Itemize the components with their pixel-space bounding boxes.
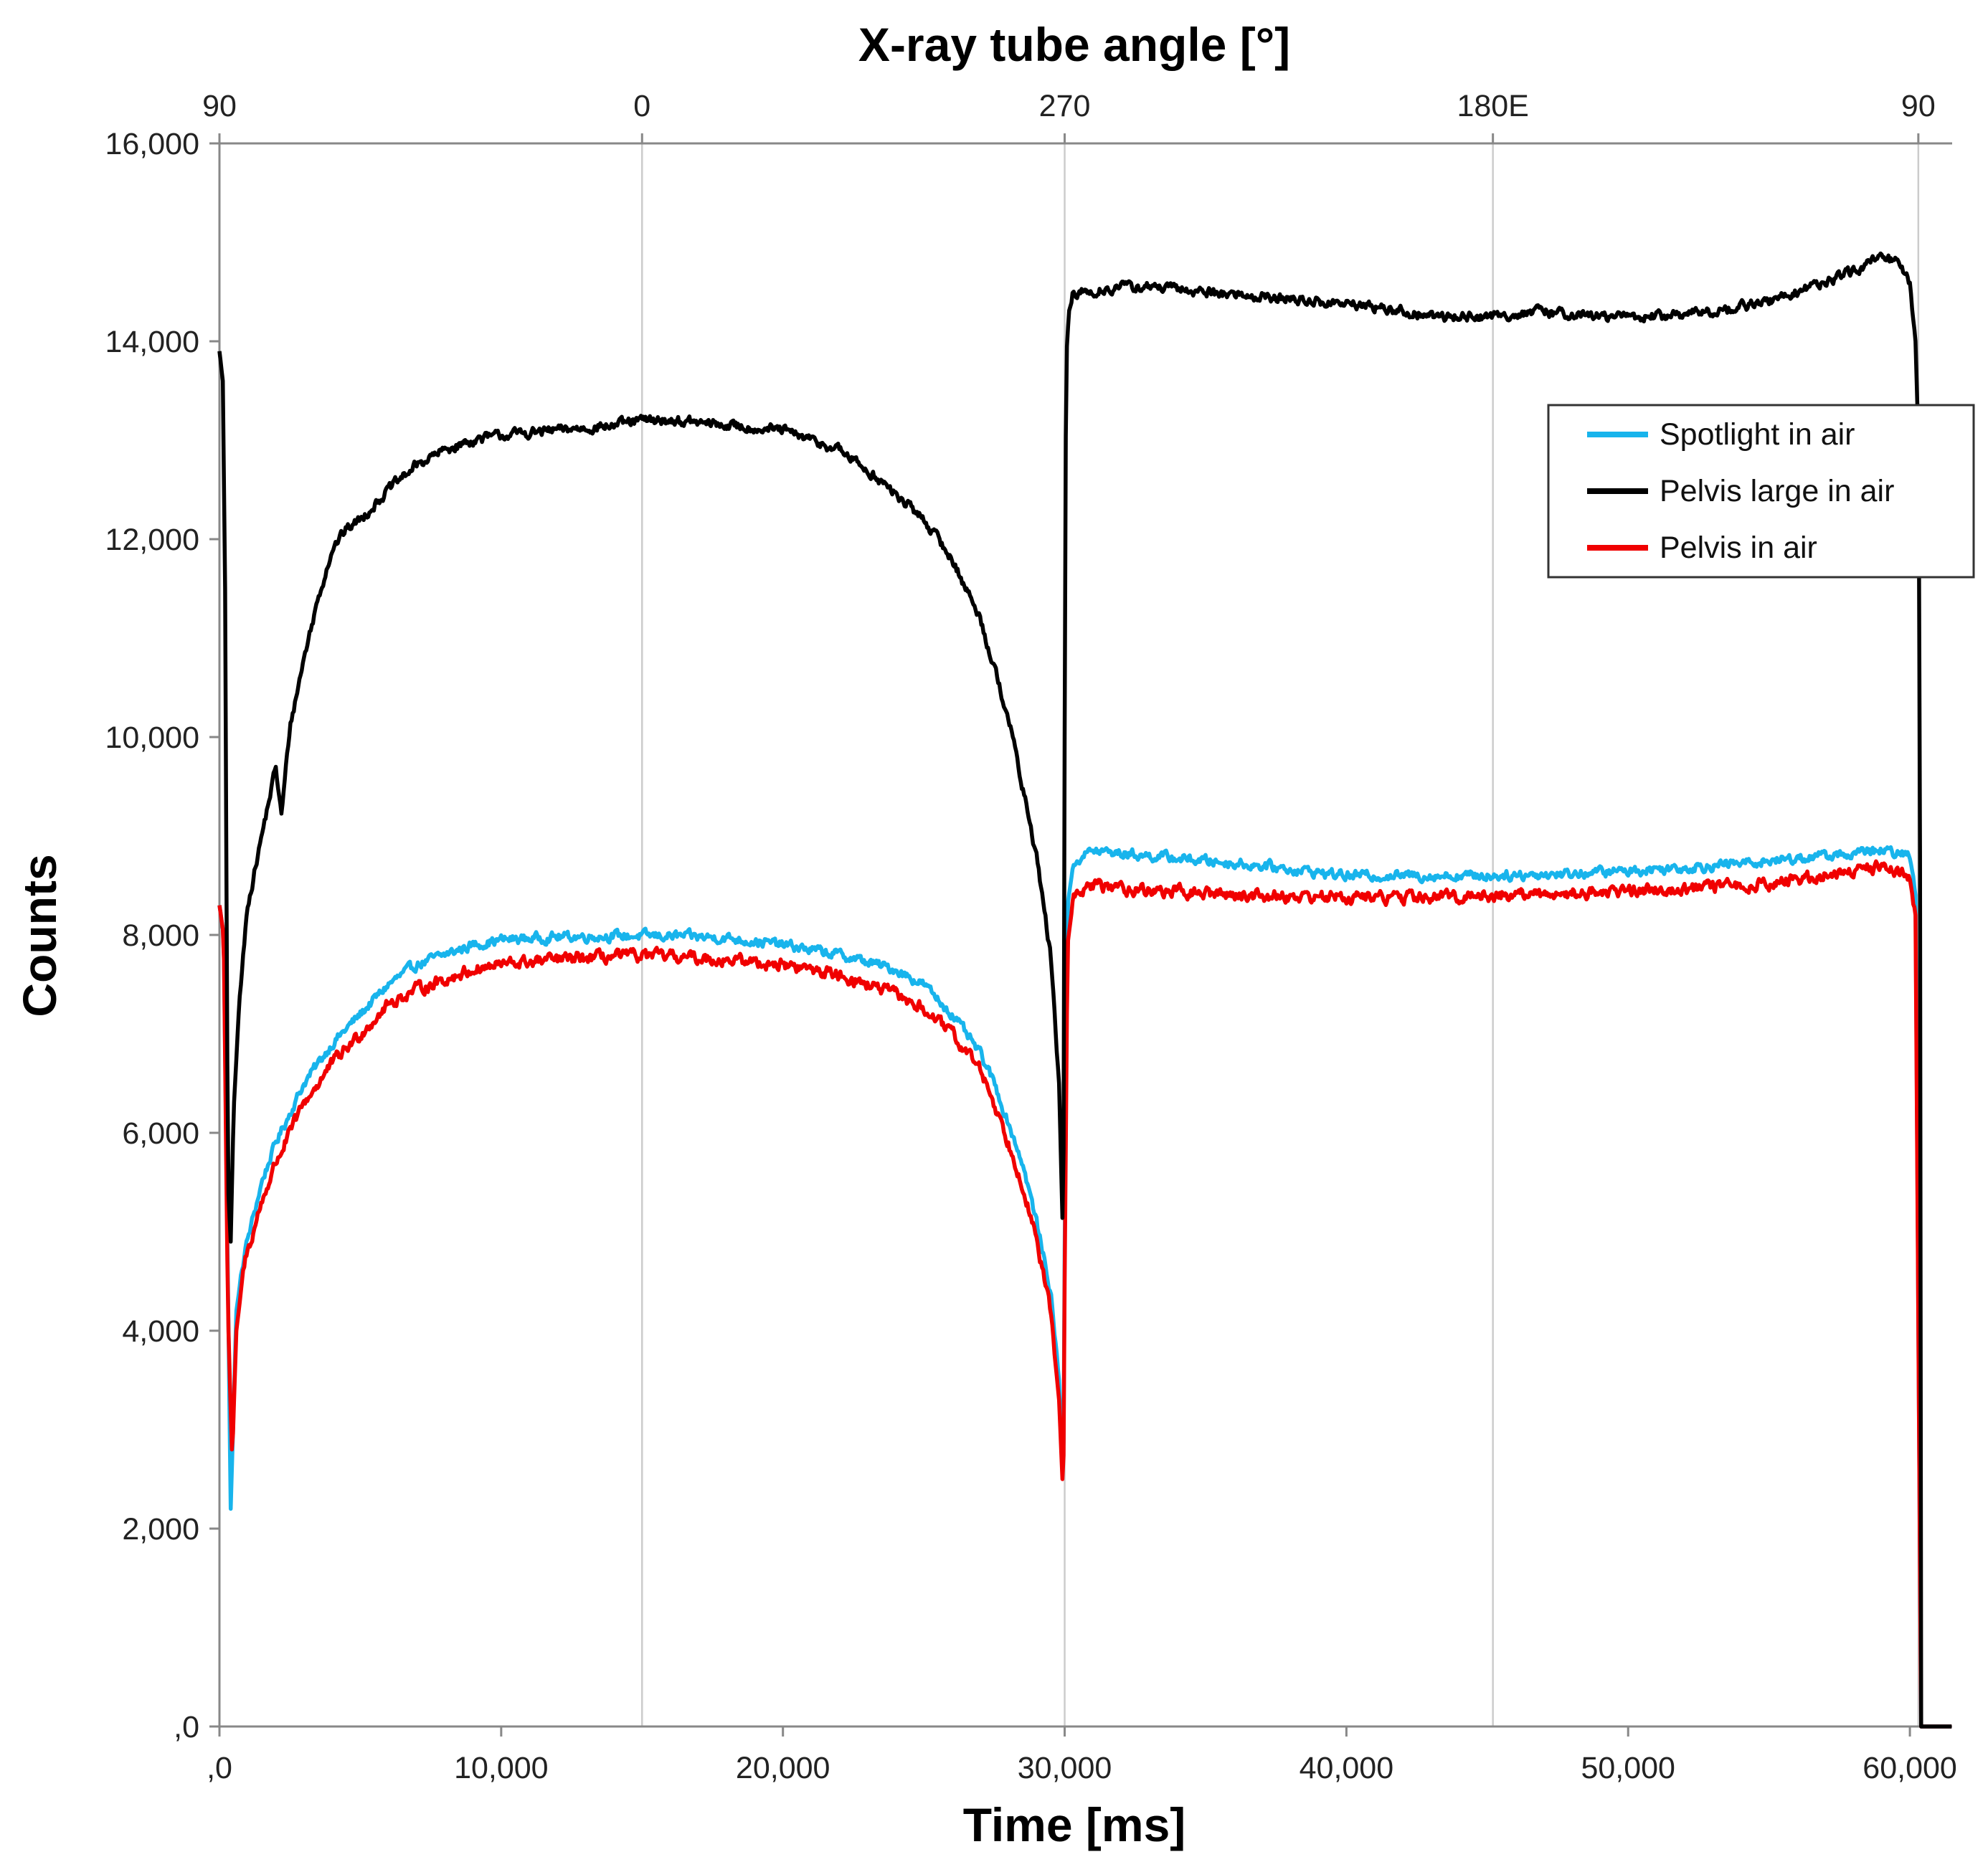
y-axis-title: Counts xyxy=(13,854,66,1017)
series-lines xyxy=(217,251,1953,1729)
y-tick-label: 12,000 xyxy=(105,523,199,557)
y-tick-label: 6,000 xyxy=(122,1116,199,1151)
y-tick-label: 2,000 xyxy=(122,1512,199,1547)
top-tick-label: 0 xyxy=(633,89,650,123)
x-tick-label: 60,000 xyxy=(1862,1751,1957,1785)
y-tick-label: ,0 xyxy=(174,1710,199,1744)
x-tick-label: 10,000 xyxy=(454,1751,549,1785)
legend-label-pelvis-large: Pelvis large in air xyxy=(1660,474,1894,508)
x-axis-title: Time [ms] xyxy=(963,1798,1186,1851)
y-ticks: ,0 2,000 4,000 6,000 8,000 10,000 12,000 14,000… xyxy=(105,127,219,1744)
legend-label-pelvis: Pelvis in air xyxy=(1660,531,1817,565)
series-line-spotlight-in-air xyxy=(217,845,1953,1729)
top-tick-label: 90 xyxy=(202,89,237,123)
legend: Spotlight in air Pelvis large in air Pel… xyxy=(1547,404,1975,579)
x-tick-label: 40,000 xyxy=(1300,1751,1394,1785)
top-tick-label: 180E xyxy=(1457,89,1528,123)
y-tick-label: 8,000 xyxy=(122,918,199,953)
y-tick-label: 14,000 xyxy=(105,325,199,359)
legend-label-spotlight: Spotlight in air xyxy=(1660,417,1855,452)
series-line-pelvis-large-in-air xyxy=(217,251,1953,1729)
x-tick-label: 50,000 xyxy=(1581,1751,1675,1785)
top-tick-label: 90 xyxy=(1901,89,1936,123)
x-tick-label: 30,000 xyxy=(1018,1751,1112,1785)
y-tick-label: 16,000 xyxy=(105,127,199,161)
y-tick-label: 10,000 xyxy=(105,721,199,755)
x-tick-label: ,0 xyxy=(207,1751,232,1785)
y-tick-label: 4,000 xyxy=(122,1314,199,1349)
top-tick-label: 270 xyxy=(1039,89,1091,123)
top-axis-title: X-ray tube angle [°] xyxy=(858,18,1290,71)
top-ticks: 90 0 270 180E 90 xyxy=(202,89,1936,143)
x-tick-label: 20,000 xyxy=(736,1751,830,1785)
x-ticks: ,0 10,000 20,000 30,000 40,000 50,000 60,000 xyxy=(207,1726,1957,1785)
series-line-pelvis-in-air xyxy=(217,859,1953,1729)
